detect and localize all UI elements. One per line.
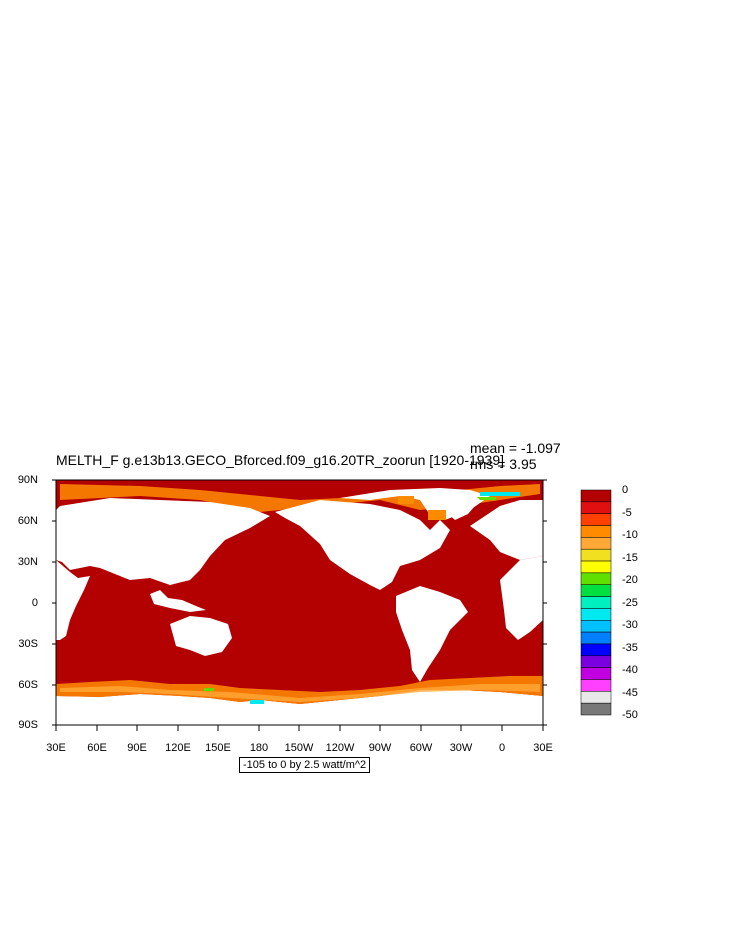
colorbar-swatch [580, 548, 612, 562]
africa-land [56, 560, 90, 640]
arctic-green-streak [476, 497, 496, 500]
africa-right-land [500, 556, 543, 640]
lat-label-90s: 90S [18, 719, 38, 731]
arctic-cyan-streak [480, 492, 520, 496]
lon-label-0: 0 [498, 742, 506, 754]
lon-label-30e: 30E [46, 742, 66, 754]
colorbar-swatch [580, 584, 612, 597]
colorbar-label: 0 [622, 484, 629, 496]
south-america-land [396, 586, 468, 682]
colorbar-label: -30 [622, 619, 638, 631]
weddell-green [204, 688, 214, 691]
colorbar-label: -25 [622, 596, 638, 609]
lat-ticks [52, 479, 547, 726]
greenland-land [440, 490, 480, 520]
lat-label-30s: 30S [18, 638, 38, 650]
colorbar-swatch [580, 596, 612, 609]
colorbar-swatch [580, 702, 612, 716]
rms-stat: rms = 3.95 [470, 456, 537, 472]
colorbar-label: -35 [622, 641, 638, 654]
lon-label-30e-right: 30E [533, 742, 553, 754]
colorbar-swatch [580, 525, 612, 538]
colorbar-swatch [580, 489, 612, 503]
lon-label-150e: 150E [205, 742, 231, 754]
hudson-orange [398, 496, 414, 504]
lat-label-60s: 60S [18, 679, 38, 691]
colorbar-swatch [580, 501, 612, 514]
colorbar-label: -40 [622, 664, 638, 676]
mean-stat: mean = -1.097 [470, 440, 561, 456]
southern-melt-band [56, 676, 543, 704]
lon-label-150w: 150W [284, 742, 314, 754]
lon-label-90w: 90W [368, 742, 392, 754]
arctic-melt-band [60, 484, 540, 512]
contour-info-box: -105 to 0 by 2.5 watt/m^2 [239, 757, 371, 773]
colorbar-swatch [580, 655, 612, 668]
antarctica-land [56, 690, 543, 725]
australia-land [170, 616, 232, 656]
colorbar-swatch [580, 667, 612, 680]
europe-land [470, 500, 543, 560]
colorbar-label: -10 [622, 529, 638, 541]
colorbar-label: -50 [622, 709, 638, 721]
lat-label-60n: 60N [17, 515, 38, 527]
lat-label-eq: 0 [31, 597, 38, 609]
lon-label-60e: 60E [87, 742, 107, 754]
colorbar-swatch [580, 572, 612, 585]
plot-title: MELTH_F g.e13b13.GECO_Bforced.f09_g16.20… [56, 452, 505, 468]
lat-label-90n: 90N [17, 474, 38, 486]
lon-label-120w: 120W [325, 742, 355, 754]
colorbar-swatch [580, 631, 612, 645]
eurasia-land [56, 498, 270, 585]
lon-ticks [55, 725, 544, 731]
lon-label-30w: 30W [449, 742, 473, 754]
lon-label-120e: 120E [165, 742, 191, 754]
colorbar [580, 489, 612, 716]
lon-label-90e: 90E [127, 742, 147, 754]
colorbar-swatch [580, 620, 612, 633]
colorbar-label: -45 [622, 686, 638, 699]
colorbar-label: -5 [622, 506, 632, 519]
lon-label-60w: 60W [409, 742, 433, 754]
colorbar-label: -20 [622, 574, 638, 586]
ross-sea-cyan [250, 700, 264, 704]
southern-melt-band-light [60, 684, 540, 702]
colorbar-label: -15 [622, 551, 638, 564]
colorbar-swatch [580, 537, 612, 550]
colorbar-swatch [580, 679, 612, 692]
map-area [55, 479, 544, 726]
north-america-land [275, 500, 450, 590]
colorbar-swatch [580, 691, 612, 704]
colorbar-swatch [580, 608, 612, 621]
lon-label-180: 180 [249, 742, 269, 754]
north-atlantic-orange [428, 510, 446, 520]
colorbar-swatch [580, 560, 612, 574]
maritime-continent-land [150, 590, 206, 612]
colorbar-swatch [580, 643, 612, 657]
lat-label-30n: 30N [17, 556, 38, 568]
colorbar-swatch [580, 513, 612, 526]
